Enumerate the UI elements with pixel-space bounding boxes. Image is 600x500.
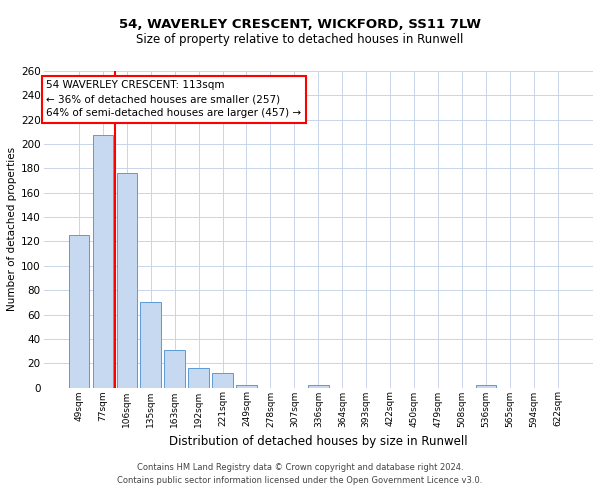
Text: Size of property relative to detached houses in Runwell: Size of property relative to detached ho…: [136, 32, 464, 46]
Bar: [308, 385, 329, 388]
Text: 54 WAVERLEY CRESCENT: 113sqm
← 36% of detached houses are smaller (257)
64% of s: 54 WAVERLEY CRESCENT: 113sqm ← 36% of de…: [46, 80, 302, 118]
Y-axis label: Number of detached properties: Number of detached properties: [7, 147, 17, 312]
Bar: [164, 350, 185, 388]
Bar: [188, 368, 209, 388]
Text: Contains public sector information licensed under the Open Government Licence v3: Contains public sector information licen…: [118, 476, 482, 485]
X-axis label: Distribution of detached houses by size in Runwell: Distribution of detached houses by size …: [169, 435, 467, 448]
Bar: [236, 385, 257, 388]
Text: 54, WAVERLEY CRESCENT, WICKFORD, SS11 7LW: 54, WAVERLEY CRESCENT, WICKFORD, SS11 7L…: [119, 18, 481, 30]
Bar: [212, 373, 233, 388]
Bar: [476, 385, 496, 388]
Text: Contains HM Land Registry data © Crown copyright and database right 2024.: Contains HM Land Registry data © Crown c…: [137, 464, 463, 472]
Bar: [68, 236, 89, 388]
Bar: [92, 136, 113, 388]
Bar: [116, 173, 137, 388]
Bar: [140, 302, 161, 388]
